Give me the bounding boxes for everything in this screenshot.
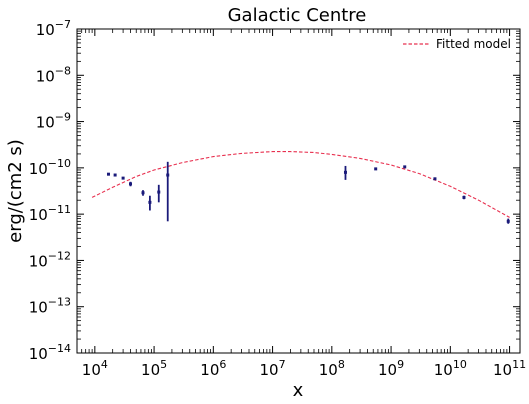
- y-tick-exponent: −12: [48, 249, 71, 262]
- y-tick-label: 10−8: [36, 64, 71, 85]
- y-tick-label: 10−10: [29, 157, 71, 178]
- data-point: [343, 170, 347, 174]
- x-tick-exponent: 9: [397, 358, 404, 371]
- y-tick-label: 10−7: [36, 18, 71, 39]
- data-point: [106, 172, 110, 176]
- x-tick-exponent: 5: [160, 358, 167, 371]
- x-tick-exponent: 10: [453, 358, 467, 371]
- data-point: [462, 195, 466, 199]
- y-tick-base: 10: [29, 299, 48, 317]
- legend: Fitted model: [403, 37, 511, 51]
- y-tick-exponent: −9: [55, 111, 71, 124]
- y-tick-label: 10−9: [36, 111, 71, 132]
- y-tick-base: 10: [29, 160, 48, 178]
- data-point: [113, 173, 117, 177]
- y-tick-exponent: −10: [48, 157, 71, 170]
- x-tick-exponent: 4: [101, 358, 108, 371]
- y-tick-base: 10: [29, 345, 48, 363]
- chart-title: Galactic Centre: [228, 5, 367, 26]
- data-point: [374, 167, 378, 171]
- legend-label-fitted-model: Fitted model: [436, 37, 511, 51]
- y-tick-base: 10: [36, 21, 55, 39]
- y-tick-exponent: −14: [48, 342, 71, 355]
- y-tick-exponent: −13: [48, 296, 71, 309]
- x-axis-label: x: [293, 380, 304, 401]
- y-tick-base: 10: [36, 114, 55, 132]
- data-point: [148, 200, 152, 204]
- data-point: [121, 176, 125, 180]
- y-tick-label: 10−12: [29, 249, 71, 270]
- data-point: [129, 182, 133, 186]
- x-tick-exponent: 6: [219, 358, 226, 371]
- data-point: [506, 219, 510, 223]
- y-tick-label: 10−14: [29, 342, 71, 363]
- y-tick-base: 10: [29, 252, 48, 270]
- y-tick-label: 10−11: [29, 203, 71, 224]
- plot-area: [76, 28, 521, 354]
- x-tick-exponent: 11: [512, 358, 526, 371]
- y-tick-exponent: −8: [55, 64, 71, 77]
- y-tick-exponent: −11: [48, 203, 71, 216]
- y-tick-base: 10: [29, 206, 48, 224]
- data-point: [403, 165, 407, 169]
- plot-content: [91, 151, 510, 224]
- fitted-model-line: [91, 151, 510, 218]
- y-tick-base: 10: [36, 67, 55, 85]
- y-axis-label: erg/(cm2 s): [5, 139, 26, 243]
- data-point: [141, 191, 145, 195]
- data-point: [157, 190, 161, 194]
- y-tick-label: 10−13: [29, 296, 71, 317]
- data-point: [433, 177, 437, 181]
- x-tick-exponent: 8: [338, 358, 345, 371]
- y-tick-exponent: −7: [55, 18, 71, 31]
- x-tick-exponent: 7: [279, 358, 286, 371]
- data-point: [166, 173, 170, 177]
